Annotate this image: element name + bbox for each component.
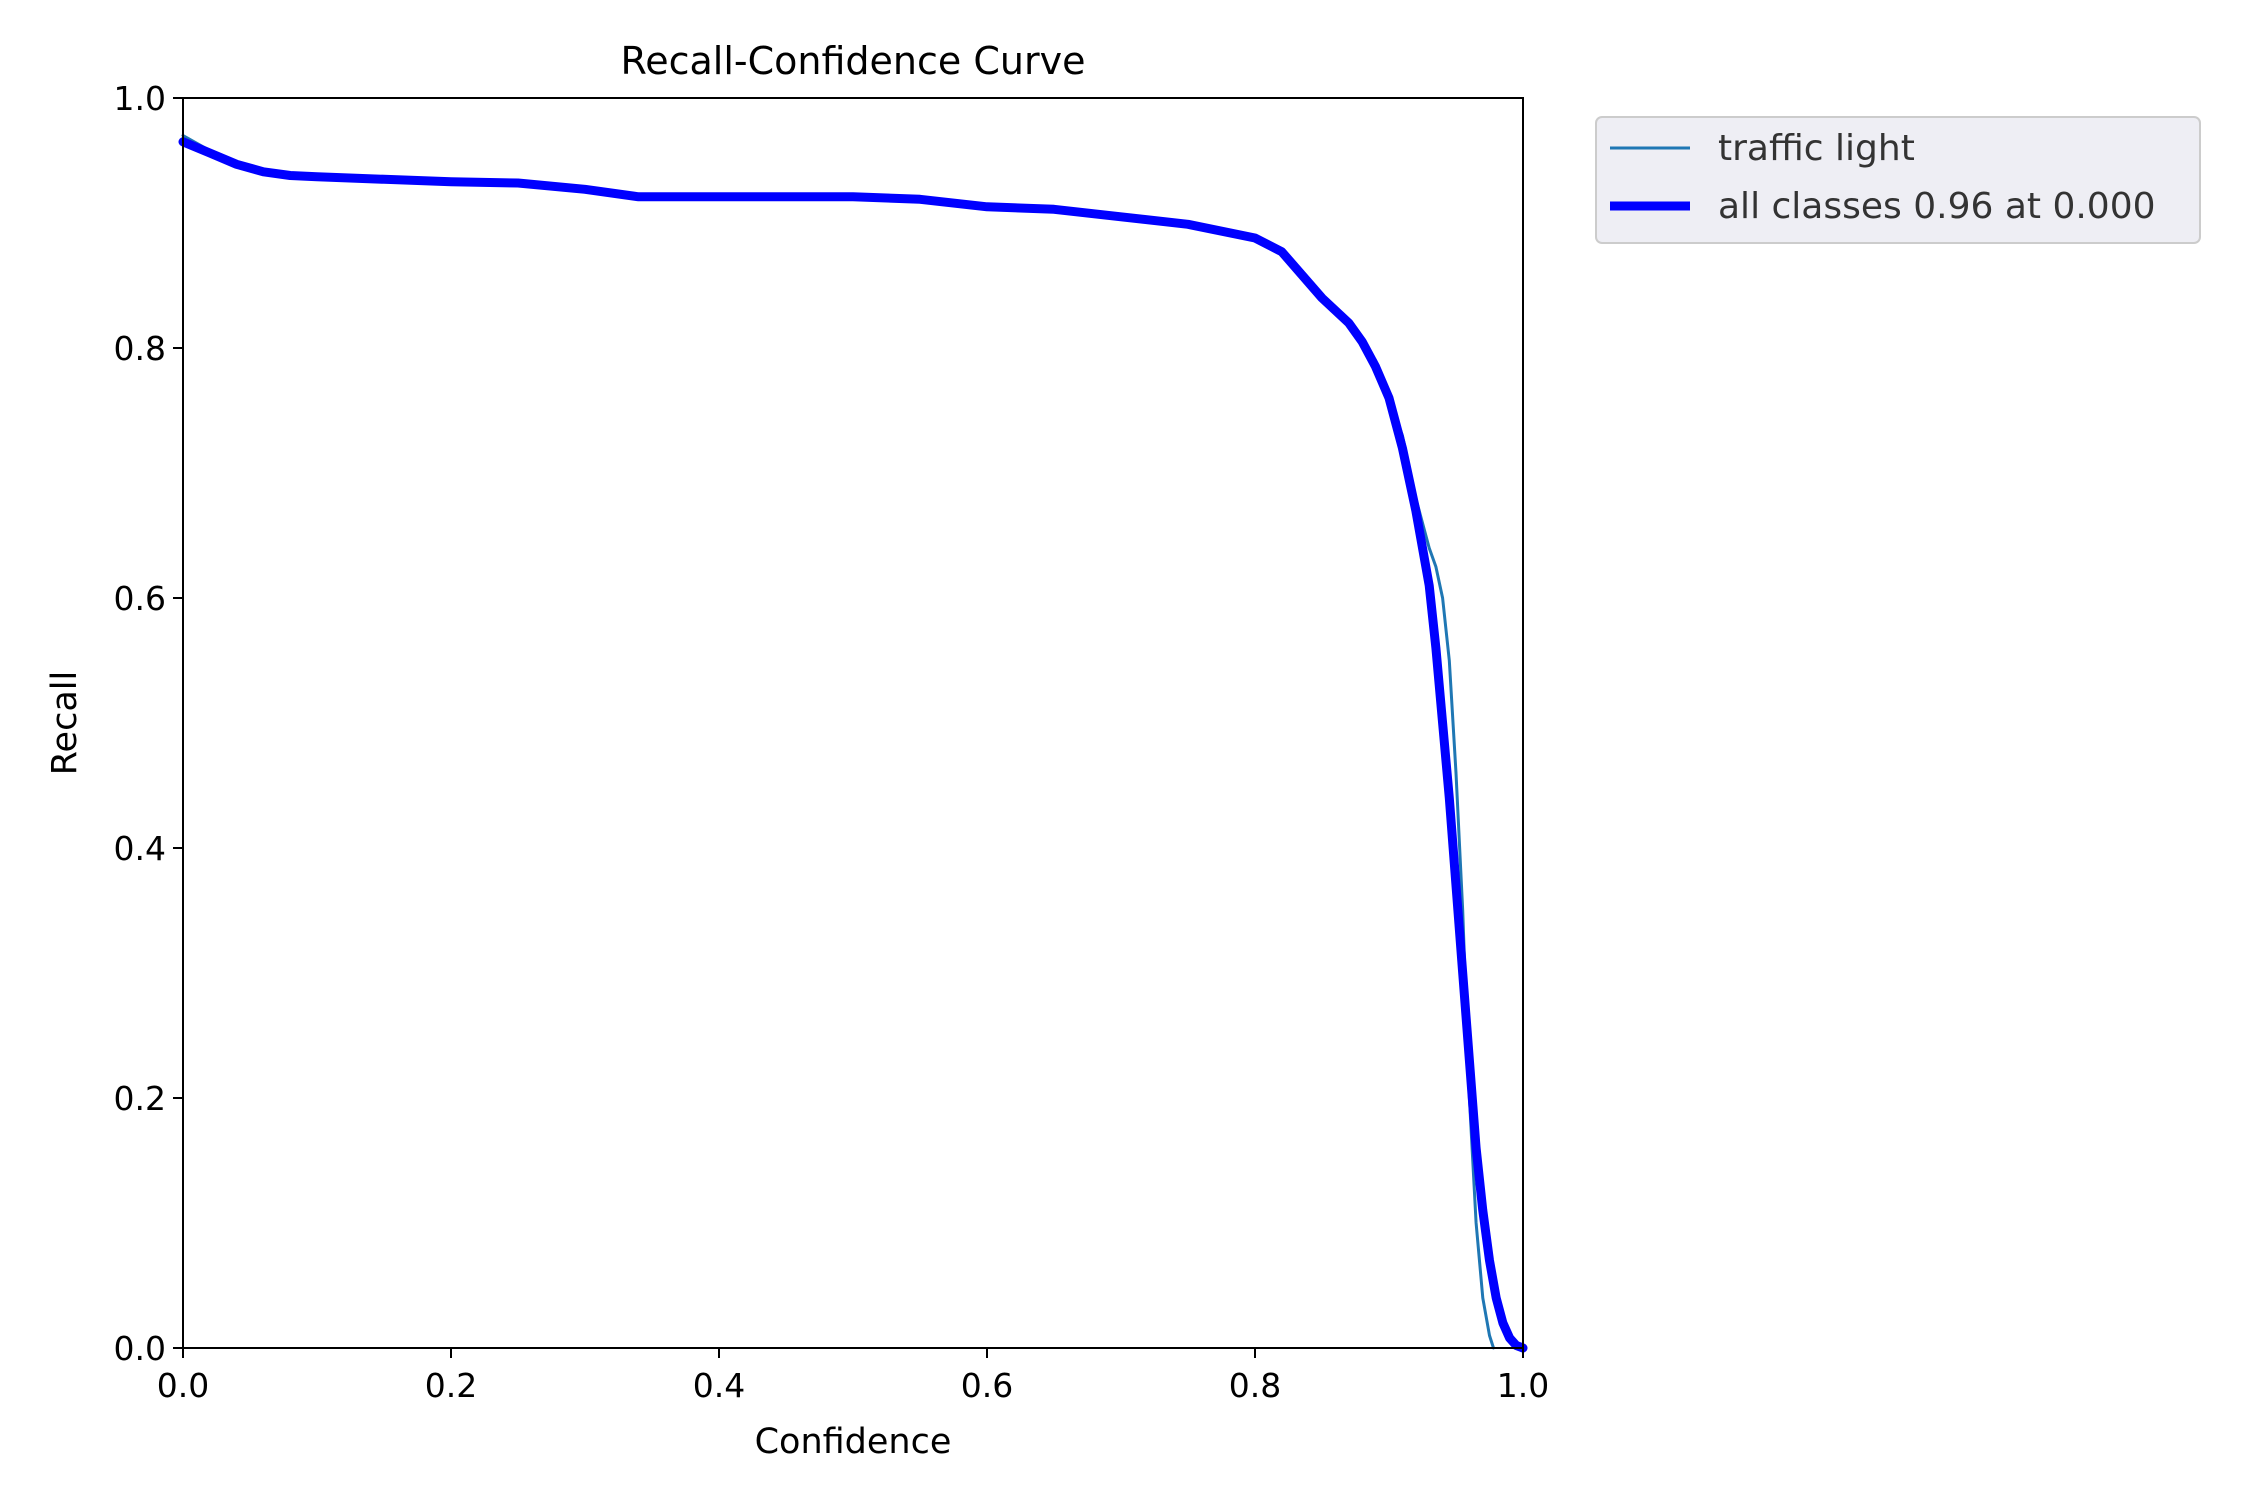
x-axis-ticks: 0.0 0.2 0.4 0.6 0.8 1.0 xyxy=(157,1348,1549,1405)
legend: traffic light all classes 0.96 at 0.000 xyxy=(1595,116,2201,244)
series-line-all-classes xyxy=(178,137,1528,1353)
x-tick-label: 0.6 xyxy=(961,1366,1013,1405)
y-axis-label: Recall xyxy=(45,671,85,775)
y-tick-label: 0.6 xyxy=(114,579,166,618)
chart-title: Recall-Confidence Curve xyxy=(621,39,1086,83)
y-tick-label: 0.4 xyxy=(114,829,166,868)
x-tick-label: 1.0 xyxy=(1497,1366,1549,1405)
plot-frame xyxy=(182,97,1524,1349)
y-axis-ticks: 0.0 0.2 0.4 0.6 0.8 1.0 xyxy=(114,79,183,1368)
y-tick-label: 0.2 xyxy=(114,1079,166,1118)
x-tick-label: 0.8 xyxy=(1229,1366,1281,1405)
x-tick-label: 0.4 xyxy=(693,1366,745,1405)
x-tick-label: 0.0 xyxy=(157,1366,209,1405)
y-tick-label: 0.0 xyxy=(114,1329,166,1368)
legend-label-traffic-light: traffic light xyxy=(1718,128,1915,169)
plot-area xyxy=(183,98,1523,1348)
legend-box xyxy=(1595,116,2201,244)
x-axis-label: Confidence xyxy=(755,1422,952,1462)
y-tick-label: 0.8 xyxy=(114,329,166,368)
legend-label-all-classes: all classes 0.96 at 0.000 xyxy=(1718,186,2156,227)
x-tick-label: 0.2 xyxy=(425,1366,477,1405)
y-tick-label: 1.0 xyxy=(114,79,166,118)
series-layer xyxy=(178,134,1528,1353)
